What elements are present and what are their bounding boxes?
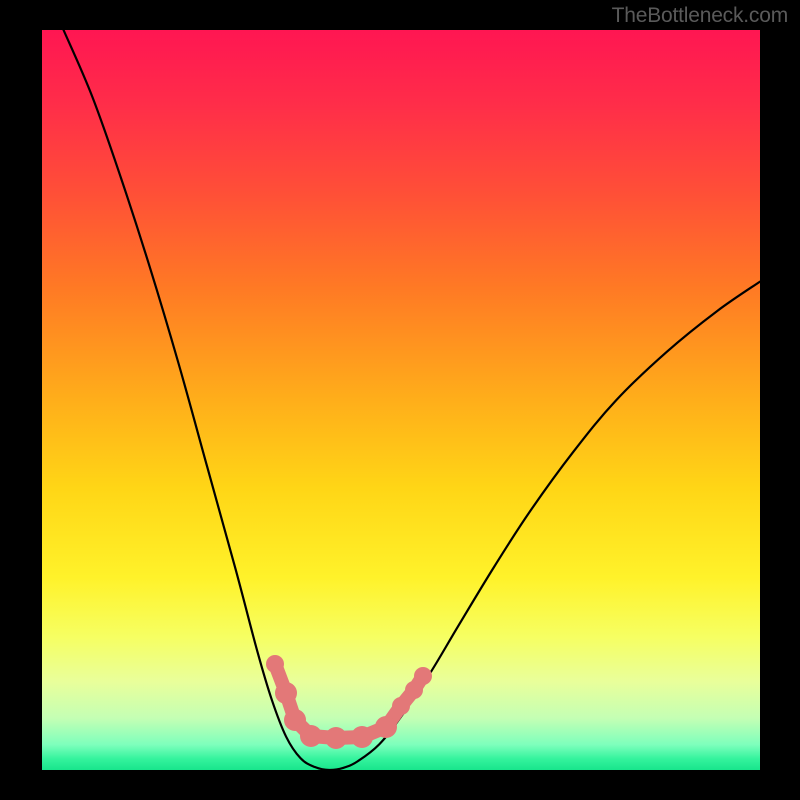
bottleneck-chart	[0, 0, 800, 800]
bead-dot	[325, 727, 347, 749]
bead-dot	[284, 709, 306, 731]
bead-dot	[351, 726, 373, 748]
bead-dot	[266, 655, 284, 673]
bead-dot	[275, 682, 297, 704]
chart-stage: TheBottleneck.com	[0, 0, 800, 800]
watermark-text: TheBottleneck.com	[612, 4, 788, 28]
bead-dot	[300, 725, 322, 747]
bead-dot	[375, 716, 397, 738]
bead-dot	[414, 667, 432, 685]
gradient-background	[42, 30, 760, 770]
bead-dot	[392, 697, 410, 715]
